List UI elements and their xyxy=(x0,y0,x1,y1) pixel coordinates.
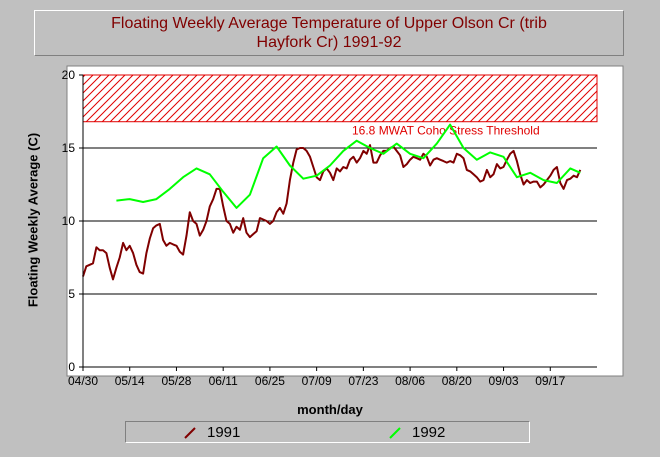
y-tick-label: 20 xyxy=(62,68,76,82)
series-line-1991 xyxy=(82,144,582,281)
x-tick-label: 07/09 xyxy=(302,374,332,388)
x-tick-label: 08/06 xyxy=(395,374,425,388)
threshold-band-group: 16.8 MWAT Coho Stress Threshold xyxy=(82,74,598,138)
axes: 0 5 10 15 20 04/30 05/14 05/28 06/11 06/25 07/09 07… xyxy=(62,68,597,388)
x-tick-label: 05/14 xyxy=(115,374,145,388)
x-tick-label: 04/30 xyxy=(68,374,98,388)
x-tick-label: 08/20 xyxy=(442,374,472,388)
y-axis-label: Floating Weekly Average (C) xyxy=(25,132,41,308)
legend-swatch-1992 xyxy=(389,427,401,439)
legend-label-1992: 1992 xyxy=(412,424,446,441)
legend: 1991 1992 xyxy=(125,421,530,443)
x-tick-label: 06/11 xyxy=(209,374,238,388)
y-tick-label: 5 xyxy=(68,287,75,301)
threshold-band xyxy=(82,74,598,123)
x-tick-label: 09/17 xyxy=(535,374,565,388)
chart-title-line-2: Hayfork Cr) 1991-92 xyxy=(256,34,402,51)
y-tick-label: 0 xyxy=(68,360,75,374)
grid-lines xyxy=(83,147,597,295)
legend-label-1991: 1991 xyxy=(207,424,241,441)
x-tick-label: 07/23 xyxy=(348,374,378,388)
x-axis-label: month/day xyxy=(297,402,363,417)
y-tick-label: 15 xyxy=(62,141,76,155)
x-tick-label: 09/03 xyxy=(489,374,519,388)
y-tick-label: 10 xyxy=(62,214,76,228)
x-tick-label: 05/28 xyxy=(161,374,191,388)
legend-swatch-1991 xyxy=(184,427,196,439)
chart-title-box: Floating Weekly Average Temperature of U… xyxy=(34,10,624,56)
chart-title-line-1: Floating Weekly Average Temperature of U… xyxy=(111,15,547,32)
series-lines xyxy=(82,123,582,281)
x-tick-label: 06/25 xyxy=(255,374,285,388)
series-line-1992 xyxy=(116,123,581,209)
